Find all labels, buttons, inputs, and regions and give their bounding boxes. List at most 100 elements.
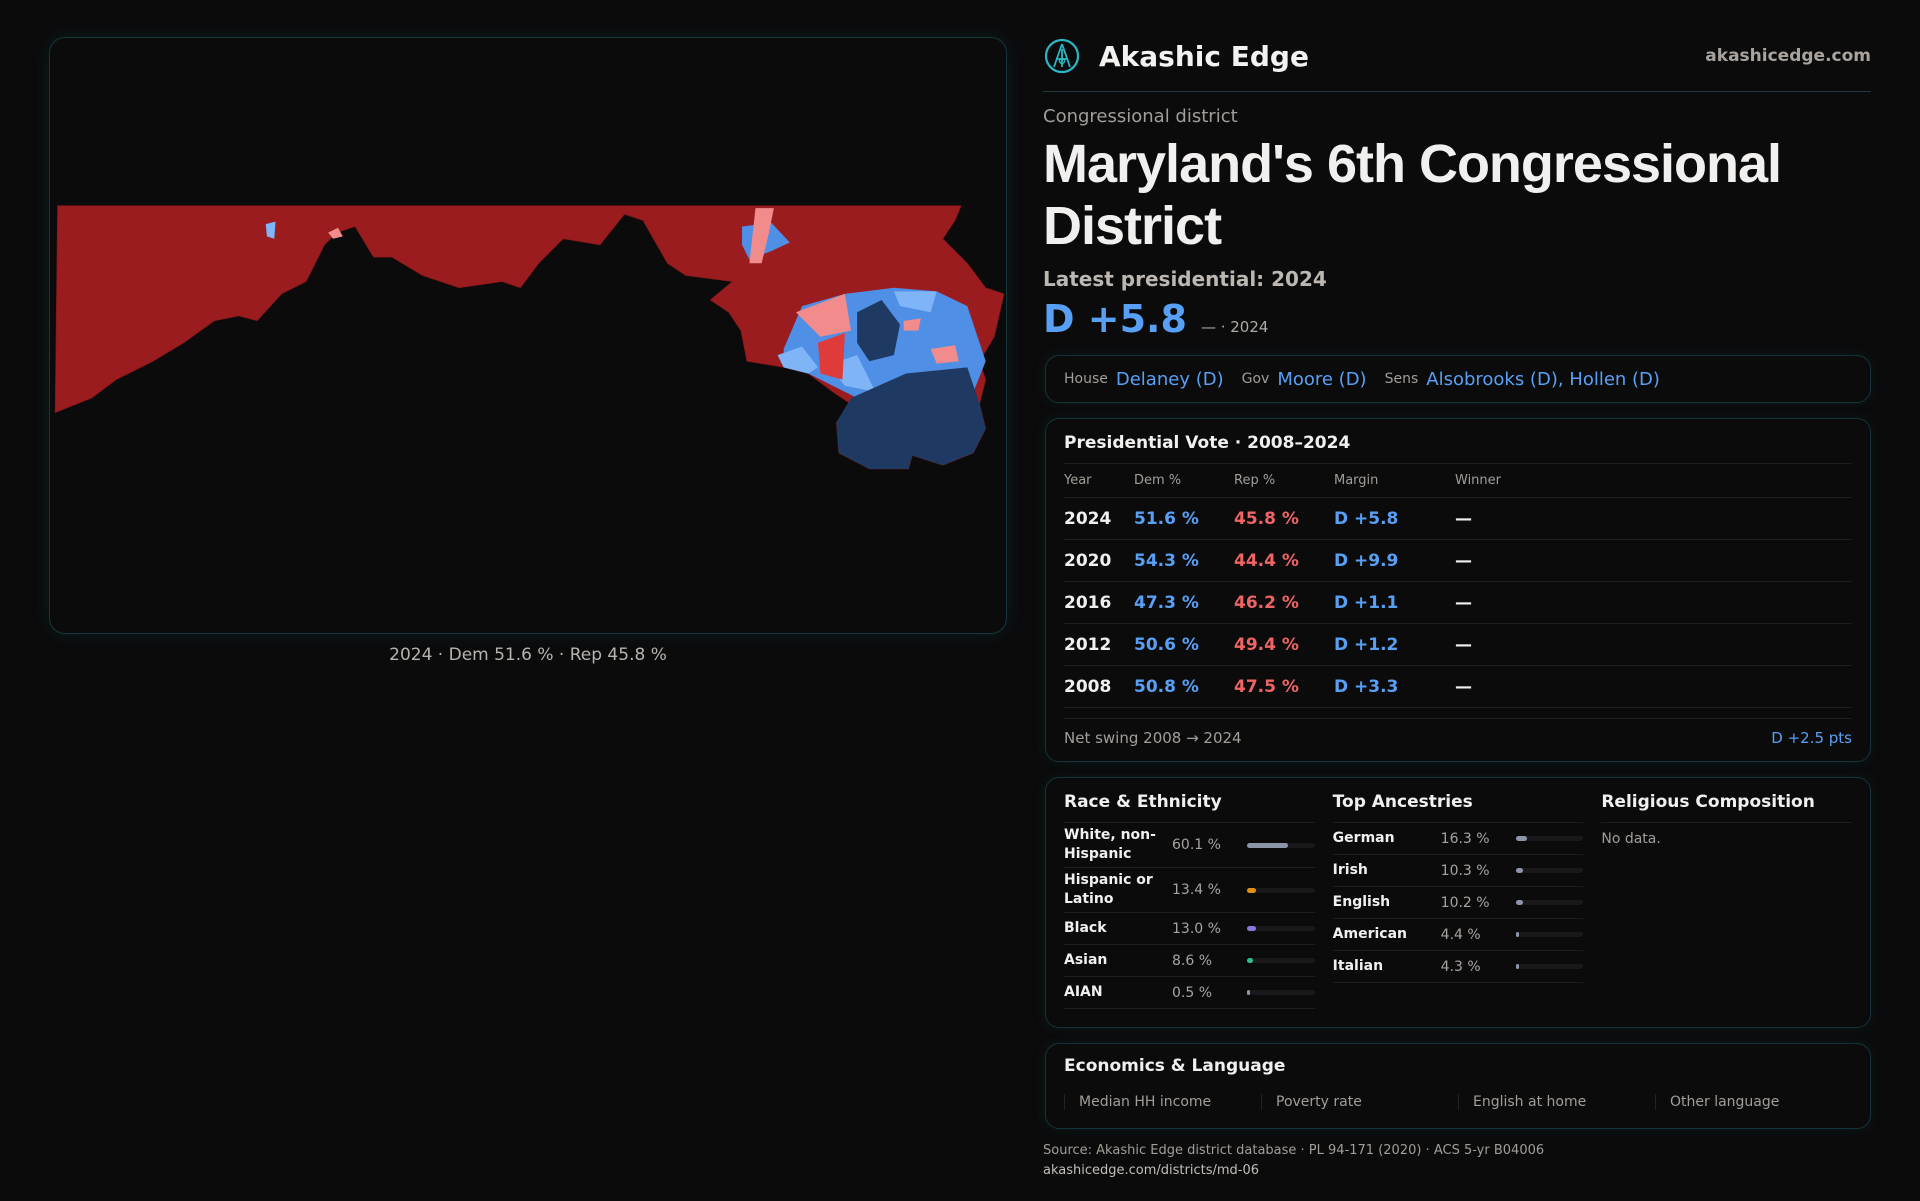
- cell-margin: D +5.8: [1334, 508, 1399, 529]
- header-bar: Akashic Edge akashicedge.com: [1043, 37, 1871, 92]
- economics-title: Economics & Language: [1064, 1056, 1286, 1076]
- item-name: American: [1332, 926, 1408, 942]
- table-row: 2024 51.6 % 45.8 % D +5.8 —: [1064, 498, 1852, 540]
- list-item: White, non-Hispanic 60.1 %: [1064, 823, 1315, 868]
- map-caption: 2024 · Dem 51.6 % · Rep 45.8 %: [389, 645, 667, 665]
- item-name: German: [1332, 830, 1395, 846]
- metric-english-home: English at home: [1458, 1094, 1655, 1110]
- list-item: German 16.3 %: [1332, 823, 1584, 855]
- list-item: Italian 4.3 %: [1332, 951, 1584, 983]
- item-name: Irish: [1332, 862, 1368, 878]
- cell-year: 2012: [1064, 634, 1112, 655]
- table-row: 2016 47.3 % 46.2 % D +1.1 —: [1064, 582, 1852, 624]
- presidential-vote-card: Presidential Vote · 2008–2024 Year Dem %…: [1045, 418, 1871, 762]
- col-margin: Margin: [1334, 473, 1379, 488]
- economics-card: Economics & Language Median HH income Po…: [1045, 1043, 1871, 1129]
- item-percent: 4.4 %: [1440, 926, 1481, 943]
- race-title: Race & Ethnicity: [1064, 778, 1315, 823]
- source-note: Source: Akashic Edge district database ·…: [1043, 1141, 1871, 1201]
- item-bar-fill: [1247, 958, 1253, 963]
- item-bar: [1515, 868, 1584, 873]
- page-title: Maryland's 6th Congressional District: [1043, 134, 1782, 256]
- religion-empty: No data.: [1601, 831, 1661, 847]
- item-bar-fill: [1247, 990, 1250, 995]
- district-details-column: Akashic Edge akashicedge.com Congression…: [1043, 37, 1871, 1201]
- site-link[interactable]: akashicedge.com: [1705, 46, 1871, 66]
- metric-median-income: Median HH income: [1064, 1094, 1261, 1110]
- col-rep: Rep %: [1234, 473, 1276, 488]
- akashic-logo-icon: [1044, 38, 1080, 74]
- item-percent: 0.5 %: [1172, 984, 1213, 1001]
- cell-year: 2016: [1064, 592, 1112, 613]
- item-bar: [1515, 932, 1584, 937]
- item-name: Asian: [1064, 952, 1108, 968]
- item-percent: 4.3 %: [1440, 958, 1481, 975]
- net-swing-label: Net swing 2008 → 2024: [1064, 729, 1242, 747]
- item-name: Hispanic or Latino: [1064, 872, 1153, 907]
- item-percent: 8.6 %: [1172, 952, 1213, 969]
- cell-winner: —: [1455, 508, 1472, 529]
- sens-label: Sens: [1384, 371, 1419, 387]
- ancestry-column: Top Ancestries German 16.3 % Irish 10.3 % Eng…: [1332, 778, 1584, 1009]
- item-name: Black: [1064, 920, 1107, 936]
- cell-margin: D +1.2: [1334, 634, 1399, 655]
- latest-presidential: Latest presidential: 2024: [1043, 267, 1327, 291]
- item-bar: [1247, 958, 1315, 963]
- brand[interactable]: Akashic Edge: [1043, 37, 1309, 75]
- item-bar: [1515, 836, 1584, 841]
- item-bar-fill: [1515, 900, 1523, 905]
- item-name: Italian: [1332, 958, 1384, 974]
- district-kind: Congressional district: [1043, 106, 1238, 127]
- item-bar: [1247, 842, 1315, 848]
- ancestry-title: Top Ancestries: [1332, 778, 1584, 823]
- item-bar-fill: [1247, 926, 1256, 931]
- latest-margin-line: D +5.8 — · 2024: [1043, 297, 1871, 341]
- item-bar-fill: [1515, 932, 1519, 937]
- cell-year: 2008: [1064, 676, 1112, 697]
- item-percent: 10.3 %: [1440, 862, 1490, 879]
- cell-rep: 49.4 %: [1234, 634, 1299, 655]
- cell-rep: 45.8 %: [1234, 508, 1299, 529]
- table-row: 2020 54.3 % 44.4 % D +9.9 —: [1064, 540, 1852, 582]
- item-bar-fill: [1515, 836, 1527, 841]
- governor-link[interactable]: Moore (D): [1277, 368, 1367, 390]
- cell-dem: 54.3 %: [1134, 550, 1199, 571]
- metric-other-language: Other language: [1655, 1094, 1852, 1110]
- list-item: English 10.2 %: [1332, 887, 1584, 919]
- cell-year: 2020: [1064, 550, 1112, 571]
- latest-margin: D +5.8: [1043, 297, 1187, 341]
- table-row: 2008 50.8 % 47.5 % D +3.3 —: [1064, 666, 1852, 708]
- religion-title: Religious Composition: [1601, 778, 1853, 823]
- item-bar-fill: [1247, 887, 1257, 893]
- col-dem: Dem %: [1134, 473, 1182, 488]
- table-header: Year Dem % Rep % Margin Winner: [1064, 464, 1852, 498]
- cell-dem: 50.8 %: [1134, 676, 1199, 697]
- latest-margin-sub: — · 2024: [1200, 318, 1269, 336]
- item-bar: [1247, 926, 1315, 931]
- item-bar: [1515, 900, 1584, 905]
- cell-rep: 47.5 %: [1234, 676, 1299, 697]
- item-percent: 10.2 %: [1440, 894, 1490, 911]
- district-map-panel[interactable]: [49, 37, 1007, 634]
- card-title: Presidential Vote · 2008–2024: [1064, 419, 1852, 464]
- list-item: Asian 8.6 %: [1064, 945, 1315, 977]
- item-percent: 13.0 %: [1172, 920, 1221, 937]
- item-bar: [1515, 964, 1584, 969]
- list-item: Irish 10.3 %: [1332, 855, 1584, 887]
- item-bar-fill: [1515, 868, 1523, 873]
- senators-link[interactable]: Alsobrooks (D), Hollen (D): [1426, 368, 1660, 390]
- item-name: White, non-Hispanic: [1064, 827, 1156, 862]
- cell-dem: 47.3 %: [1134, 592, 1199, 613]
- house-rep-link[interactable]: Delaney (D): [1115, 368, 1224, 390]
- item-percent: 16.3 %: [1440, 830, 1490, 847]
- list-item: American 4.4 %: [1332, 919, 1584, 951]
- cell-rep: 46.2 %: [1234, 592, 1299, 613]
- source-line: Source: Akashic Edge district database ·…: [1043, 1143, 1545, 1158]
- officials-bar: House Delaney (D) Gov Moore (D) Sens Als…: [1045, 355, 1871, 403]
- col-year: Year: [1064, 473, 1092, 488]
- cell-margin: D +1.1: [1334, 592, 1399, 613]
- item-bar-fill: [1247, 842, 1288, 848]
- cell-winner: —: [1455, 550, 1472, 571]
- source-url[interactable]: akashicedge.com/districts/md-06: [1043, 1163, 1260, 1178]
- cell-dem: 51.6 %: [1134, 508, 1199, 529]
